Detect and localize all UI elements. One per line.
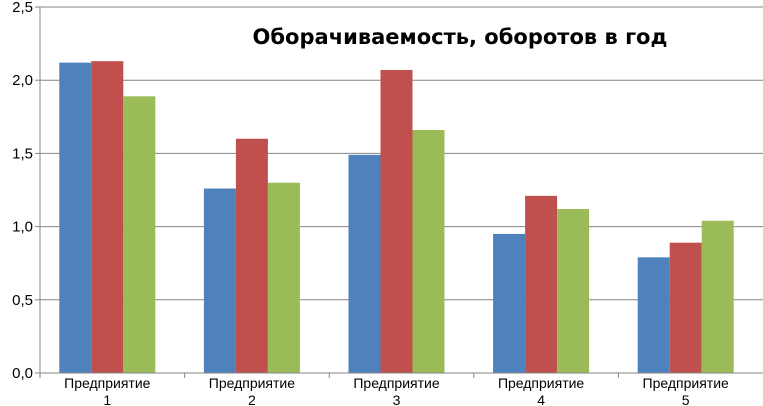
y-axis-ticks: 0,0 0,5 1,0 1,5 2,0 2,5 [12,0,40,382]
bar [637,257,670,373]
y-tick-label: 1,0 [12,219,33,236]
bar [380,69,413,374]
y-tick-label: 2,0 [12,72,33,89]
axes [39,7,763,374]
x-tick-label: Предприятие [498,375,584,391]
bar [123,96,156,373]
bar [557,209,590,373]
bar [267,182,300,373]
bar [59,62,92,374]
x-tick-label: Предприятие [353,375,439,391]
bar [203,188,236,373]
bar [91,61,124,373]
y-tick-label: 1,5 [12,145,33,162]
x-tick-label: Предприятие [209,375,295,391]
bar [493,233,526,373]
x-tick-label: 4 [537,392,545,406]
x-tick-label: 5 [682,392,690,406]
bar [412,129,445,373]
bar [701,220,734,373]
x-tick-label: 1 [103,392,111,406]
x-axis-labels: Предприятие1Предприятие2Предприятие3Пред… [39,373,729,406]
bar [525,195,558,373]
bars [59,61,734,374]
y-tick-label: 0,5 [12,292,33,309]
x-tick-label: Предприятие [64,375,150,391]
x-tick-label: Предприятие [643,375,729,391]
chart-title: Оборачиваемость, оборотов в год [253,25,668,49]
x-tick-label: 3 [393,392,401,406]
x-tick-label: 2 [248,392,256,406]
bar [348,154,381,373]
y-tick-label: 0,0 [12,365,33,382]
bar [669,242,702,373]
y-tick-label: 2,5 [12,0,33,16]
bar [235,138,268,373]
